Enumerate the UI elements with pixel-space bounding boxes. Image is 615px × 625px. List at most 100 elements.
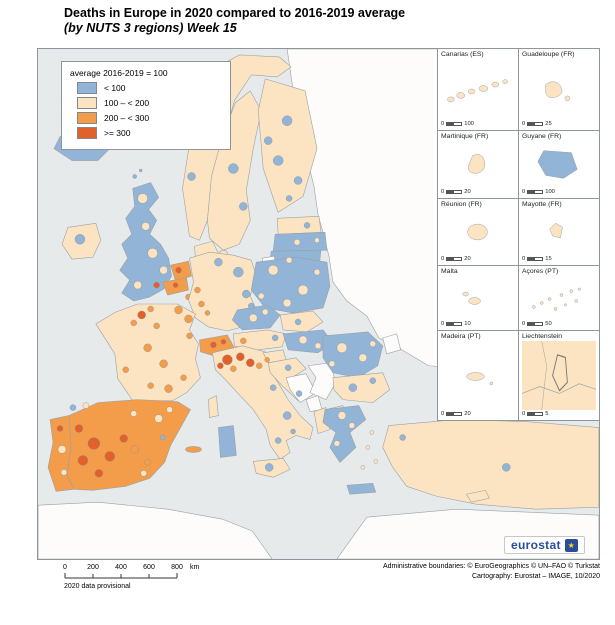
scale-min: 0	[441, 411, 445, 417]
eurostat-logo-text: eurostat	[511, 538, 561, 552]
guadeloupe-shape	[545, 81, 571, 102]
scale-bar	[527, 321, 544, 327]
legend-row: 200 – < 300	[77, 112, 222, 124]
inset-scale: 0 20	[441, 188, 515, 196]
malta-shape	[462, 291, 481, 305]
map-legend: average 2016-2019 = 100 < 100 100 – < 20…	[61, 61, 231, 150]
inset-madeira: Madeira (PT) 0 20	[437, 331, 518, 421]
region-finland	[257, 78, 318, 213]
inset-label: Malta	[441, 268, 458, 275]
inset-acores: Açores (PT) 0 50	[518, 266, 599, 331]
mayotte-shape	[549, 222, 563, 239]
inset-scale: 0 50	[522, 320, 596, 328]
inset-scale: 0 15	[522, 255, 596, 263]
region-bosnia	[285, 373, 317, 403]
region-corsica	[208, 395, 219, 418]
legend-row: 100 – < 200	[77, 97, 222, 109]
legend-title: average 2016-2019 = 100	[70, 68, 168, 78]
inset-label: Liechtenstein	[522, 333, 563, 340]
title-line2: (by NUTS 3 regions) Week 15	[64, 21, 237, 35]
scale-bar	[446, 189, 463, 195]
scale-max: 50	[545, 321, 552, 327]
region-sardinia	[218, 425, 237, 458]
inset-scale: 0 20	[441, 410, 515, 418]
nuts3-texture-patches	[56, 106, 511, 478]
title-line1: Deaths in Europe in 2020 compared to 201…	[64, 6, 406, 20]
page-title: Deaths in Europe in 2020 compared to 201…	[64, 6, 405, 36]
scale-bar	[527, 256, 544, 262]
inset-mayotte: Mayotte (FR) 0 15	[518, 199, 599, 266]
legend-row: >= 300	[77, 127, 222, 139]
liechtenstein-shape	[522, 341, 596, 410]
inset-label: Guadeloupe (FR)	[522, 51, 575, 58]
region-greece	[322, 405, 367, 463]
canarias-islands-shape	[447, 79, 508, 103]
inset-reunion: Réunion (FR) 0 20	[437, 199, 518, 266]
scale-tick-label: 400	[115, 564, 127, 571]
inset-scale: 0 10	[441, 320, 515, 328]
madeira-shape	[466, 372, 494, 386]
inset-scale: 0 100	[441, 120, 515, 128]
guyane-shape	[537, 150, 578, 179]
scale-tick-label: 200	[87, 564, 99, 571]
scale-tick-label: 0	[63, 564, 67, 571]
legend-label: 100 – < 200	[104, 98, 150, 108]
inset-martinique: Martinique (FR) 0 20	[437, 131, 518, 199]
inset-label: Açores (PT)	[522, 268, 559, 275]
reunion-shape	[467, 223, 488, 241]
region-nodata-moldova	[382, 333, 401, 355]
inset-label: Guyane (FR)	[522, 133, 562, 140]
scale-bar	[527, 189, 544, 195]
map-scale-bar: 0 200 400 600 800 km 2020 data provision…	[63, 564, 284, 590]
scale-max: 15	[545, 256, 552, 262]
scale-bar	[446, 411, 463, 417]
scale-bar	[446, 256, 463, 262]
eurostat-logo: eurostat ★	[504, 536, 585, 554]
provisional-note: 2020 data provisional	[64, 583, 131, 590]
scale-tick-label: 800	[171, 564, 183, 571]
region-turkey	[382, 419, 599, 510]
scale-min: 0	[522, 411, 526, 417]
inset-scale: 0 20	[441, 255, 515, 263]
inset-scale: 0 100	[522, 188, 596, 196]
region-crete	[346, 482, 377, 495]
scale-max: 20	[464, 189, 471, 195]
region-estonia	[276, 216, 322, 235]
scale-max: 20	[464, 411, 471, 417]
inset-label: Martinique (FR)	[441, 133, 489, 140]
eurostat-star-icon: ★	[564, 538, 578, 552]
inset-liechtenstein: Liechtenstein 0 5	[518, 331, 599, 421]
scale-max: 5	[545, 411, 549, 417]
legend-swatch-200-300	[77, 112, 97, 124]
inset-scale: 0 25	[522, 120, 596, 128]
inset-malta: Malta 0 10	[437, 266, 518, 331]
scale-unit: km	[190, 564, 200, 571]
scale-min: 0	[522, 321, 526, 327]
region-slovakia	[279, 310, 324, 333]
acores-islands-shape	[532, 287, 581, 311]
legend-row: < 100	[77, 82, 222, 94]
inset-label: Madeira (PT)	[441, 333, 481, 340]
region-romania	[322, 331, 384, 379]
overseas-insets-grid: Canarias (ES) 0 100 Guadeloupe (FR)	[437, 49, 599, 421]
scale-bar	[446, 321, 463, 327]
inset-guyane: Guyane (FR) 0 100	[518, 131, 599, 199]
scale-min: 0	[522, 256, 526, 262]
region-united-kingdom	[119, 182, 172, 302]
scale-bar-numbers: 0 200 400 600 800 km	[63, 564, 284, 573]
region-france	[95, 303, 201, 401]
scale-min: 0	[441, 256, 445, 262]
scale-bar-line	[64, 573, 178, 579]
legend-label: 200 – < 300	[104, 113, 150, 123]
legend-swatch-100-200	[77, 97, 97, 109]
scale-bar	[446, 121, 463, 127]
region-nodata-africa	[38, 501, 273, 559]
legend-swatch-gte300	[77, 127, 97, 139]
scale-min: 0	[441, 189, 445, 195]
scale-max: 20	[464, 256, 471, 262]
scale-min: 0	[522, 121, 526, 127]
scale-bar	[527, 411, 544, 417]
legend-label: >= 300	[104, 128, 131, 138]
attribution-line2: Cartography: Eurostat – IMAGE, 10/2020	[471, 572, 600, 580]
